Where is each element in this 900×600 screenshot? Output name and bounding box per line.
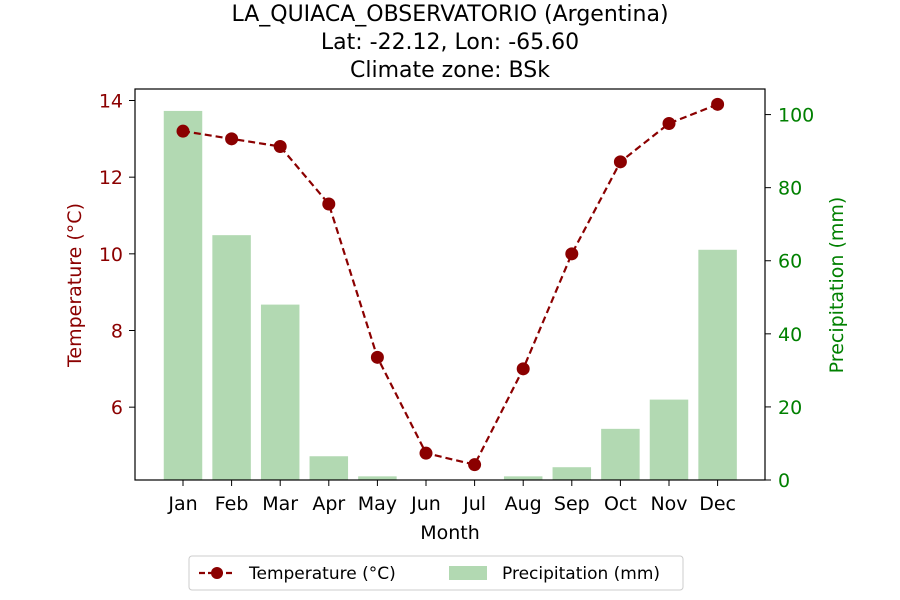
precipitation-axis-label: Precipitation (mm) (826, 197, 848, 374)
chart-title-line-1: LA_QUIACA_OBSERVATORIO (Argentina) (231, 2, 668, 27)
temperature-series-line (182, 103, 719, 466)
precipitation-bar (163, 110, 203, 480)
precipitation-bar (212, 235, 251, 480)
temperature-tick-label: 12 (99, 167, 123, 189)
chart-title-line-2: Lat: -22.12, Lon: -65.60 (321, 30, 579, 55)
x-tick-label: Feb (215, 493, 249, 515)
temperature-line (176, 97, 725, 472)
precipitation-tick-label: 0 (778, 470, 790, 492)
x-tick-label: May (358, 493, 397, 515)
precipitation-tick-label: 60 (778, 251, 802, 273)
precipitation-tick-label: 100 (778, 105, 814, 127)
temperature-tick-label: 14 (99, 91, 123, 113)
temperature-point (370, 350, 384, 364)
temperature-axis: 6 8 10 12 14 (99, 91, 135, 419)
x-tick-label: Aug (505, 493, 542, 515)
temperature-tick-label: 6 (111, 397, 123, 419)
precipitation-bar (698, 249, 737, 480)
legend-temperature-marker (211, 567, 223, 579)
x-tick-label: Sep (554, 493, 590, 515)
legend-precipitation-label: Precipitation (mm) (502, 564, 660, 584)
legend-box (188, 555, 684, 591)
legend: Temperature (°C) Precipitation (mm) (188, 555, 684, 591)
temperature-point (273, 140, 287, 153)
temperature-point (565, 247, 579, 261)
legend-temperature-label: Temperature (°C) (248, 564, 396, 584)
x-axis: Jan Feb Mar Apr May Jun Jul Aug Sep Oct Nov Dec (167, 480, 736, 515)
x-tick-label: Mar (262, 493, 298, 515)
temperature-point (322, 197, 336, 211)
precipitation-bar (503, 476, 543, 480)
legend-precipitation-swatch (449, 566, 487, 580)
x-axis-label: Month (420, 522, 480, 544)
temperature-point (516, 362, 530, 376)
x-tick-label: Nov (650, 493, 687, 515)
temperature-point (711, 97, 725, 111)
x-tick-label: Jun (410, 493, 441, 515)
temperature-point (225, 132, 239, 146)
chart-title-line-3: Climate zone: BSk (350, 58, 550, 83)
precipitation-tick-label: 80 (778, 178, 802, 200)
precipitation-tick-label: 40 (778, 324, 802, 346)
precipitation-bar (309, 456, 349, 480)
temperature-point (176, 124, 190, 138)
x-tick-label: Dec (699, 493, 736, 515)
temperature-point (468, 458, 482, 472)
x-tick-label: Jan (167, 493, 197, 515)
temperature-point (662, 117, 676, 130)
precipitation-bar (260, 304, 300, 480)
x-tick-label: Jul (462, 493, 486, 515)
temperature-point (419, 446, 433, 460)
x-tick-label: Apr (312, 493, 345, 515)
precipitation-axis: 0 20 40 60 80 100 (765, 105, 814, 492)
temperature-tick-label: 8 (111, 321, 123, 343)
precipitation-bars (163, 110, 737, 480)
temperature-tick-label: 10 (99, 244, 123, 266)
x-tick-label: Oct (604, 493, 637, 515)
temperature-axis-label: Temperature (°C) (64, 203, 86, 368)
precipitation-bar (552, 467, 592, 480)
precipitation-bar (358, 476, 397, 480)
precipitation-tick-label: 20 (778, 397, 802, 419)
precipitation-bar (601, 428, 640, 480)
precipitation-bar (649, 399, 689, 480)
plot-frame (134, 88, 766, 481)
temperature-point (613, 155, 627, 169)
